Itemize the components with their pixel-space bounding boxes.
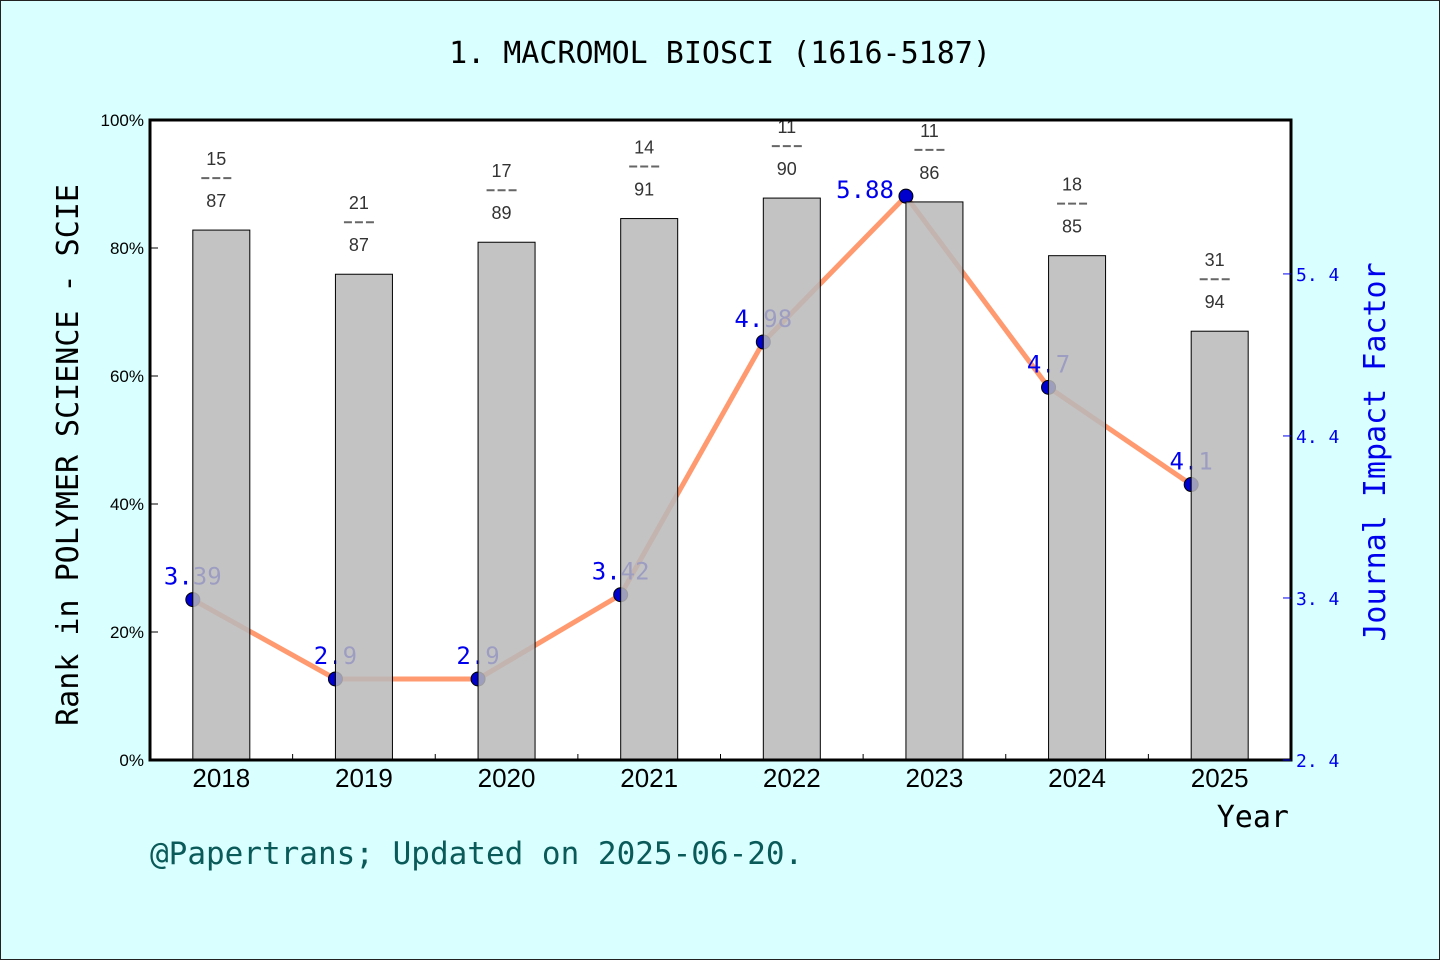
bar-2018 <box>192 229 251 761</box>
x-axis-label: Year <box>1217 800 1289 835</box>
bar-2024 <box>1048 255 1107 761</box>
total-label: 89 <box>492 203 512 223</box>
rank-label: 18 <box>1062 175 1082 195</box>
rank-label: 11 <box>920 121 939 141</box>
y2-tick-label: 2. 4 <box>1296 751 1339 772</box>
y2-tick-label: 3. 4 <box>1296 589 1339 610</box>
y-tick-label: 20% <box>110 623 144 642</box>
x-tick-label: 2019 <box>335 763 393 793</box>
rank-label: 14 <box>634 138 654 158</box>
bar-2020 <box>477 241 536 761</box>
y-tick-label: 40% <box>110 495 144 514</box>
total-label: 86 <box>919 163 939 183</box>
x-tick-label: 2023 <box>906 763 964 793</box>
y2-axis-label: Journal Impact Factor <box>1358 262 1393 641</box>
total-label: 91 <box>634 180 654 200</box>
y-tick-label: 100% <box>101 111 144 130</box>
total-label: 87 <box>206 191 226 211</box>
y-tick-label: 80% <box>110 239 144 258</box>
total-label: 94 <box>1205 292 1225 312</box>
x-tick-label: 2021 <box>620 763 678 793</box>
total-label: 90 <box>777 159 797 179</box>
y2-tick-label: 4. 4 <box>1296 427 1339 448</box>
rank-label: 17 <box>492 161 512 181</box>
total-label: 85 <box>1062 217 1082 237</box>
x-tick-label: 2024 <box>1048 763 1106 793</box>
x-tick-label: 2025 <box>1191 763 1249 793</box>
y-tick-label: 60% <box>110 367 144 386</box>
footer-note: @Papertrans; Updated on 2025-06-20. <box>150 836 804 872</box>
rank-label: 21 <box>349 193 369 213</box>
rank-label: 11 <box>777 117 796 137</box>
bar-2019 <box>334 273 393 761</box>
if-label: 5.88 <box>836 176 894 204</box>
rank-label: 15 <box>206 149 226 169</box>
bar-2023 <box>905 201 964 761</box>
y-tick-label: 0% <box>119 751 144 770</box>
y2-tick-label: 5. 4 <box>1296 265 1339 286</box>
bar-2022 <box>762 197 821 761</box>
bar-2021 <box>620 218 679 761</box>
bar-2025 <box>1190 330 1249 761</box>
x-tick-label: 2018 <box>192 763 250 793</box>
total-label: 87 <box>349 235 369 255</box>
chart-title: 1. MACROMOL BIOSCI (1616-5187) <box>449 36 991 71</box>
y-axis-label: Rank in POLYMER SCIENCE - SCIE <box>51 184 86 726</box>
x-tick-label: 2022 <box>763 763 821 793</box>
x-tick-label: 2020 <box>478 763 536 793</box>
if-point <box>898 188 914 204</box>
rank-label: 31 <box>1205 250 1225 270</box>
